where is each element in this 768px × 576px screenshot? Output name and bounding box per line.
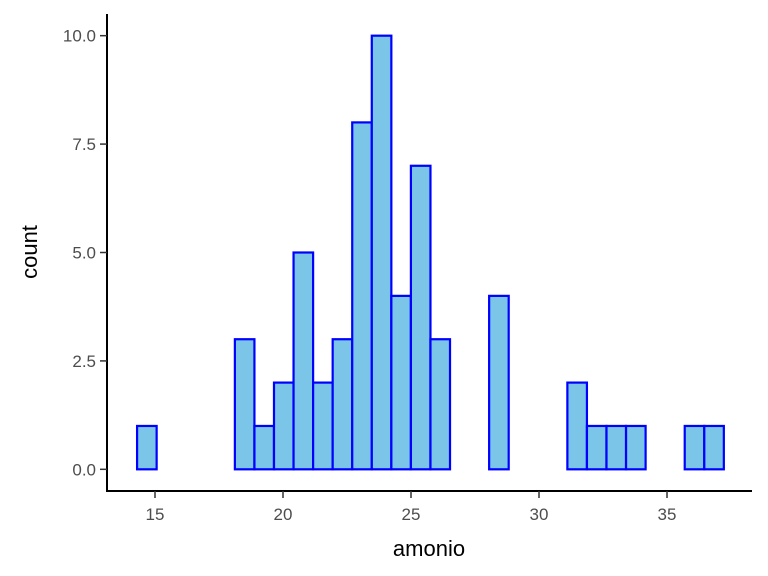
histogram-bar	[409, 164, 432, 471]
y-tick-label: 10.0	[63, 27, 96, 46]
y-tick-label: 0.0	[72, 460, 96, 479]
histogram-bar	[272, 381, 295, 471]
x-tick-label: 20	[274, 505, 293, 524]
histogram-bar	[683, 424, 706, 471]
histogram-bar	[566, 381, 589, 471]
histogram-bar	[351, 121, 373, 471]
y-axis-label: count	[17, 225, 42, 279]
histogram-bar	[605, 424, 628, 471]
histogram-bar	[253, 424, 276, 471]
x-tick-label: 15	[146, 505, 165, 524]
histogram-bar	[703, 424, 725, 471]
histogram-bar	[390, 294, 413, 471]
x-tick-label: 30	[530, 505, 549, 524]
histogram-bar	[429, 338, 452, 471]
histogram-bar	[488, 294, 510, 471]
histogram-bar	[312, 381, 334, 471]
histogram-bar	[624, 424, 647, 471]
bars-group	[135, 34, 725, 471]
histogram-bar	[135, 424, 158, 471]
ticks-group: 15 20 25 30 35 0.0 2.5 5.0 7.5 10.0	[63, 27, 677, 524]
x-tick-label: 35	[658, 505, 677, 524]
histogram-bar	[585, 424, 608, 471]
x-axis-label: amonio	[393, 536, 465, 561]
histogram-bar	[331, 338, 354, 471]
histogram-bar	[292, 251, 315, 471]
y-tick-label: 5.0	[72, 244, 96, 263]
histogram-bar	[233, 338, 256, 471]
histogram-bar	[370, 34, 393, 471]
y-tick-label: 7.5	[72, 135, 96, 154]
x-tick-label: 25	[402, 505, 421, 524]
y-tick-label: 2.5	[72, 352, 96, 371]
